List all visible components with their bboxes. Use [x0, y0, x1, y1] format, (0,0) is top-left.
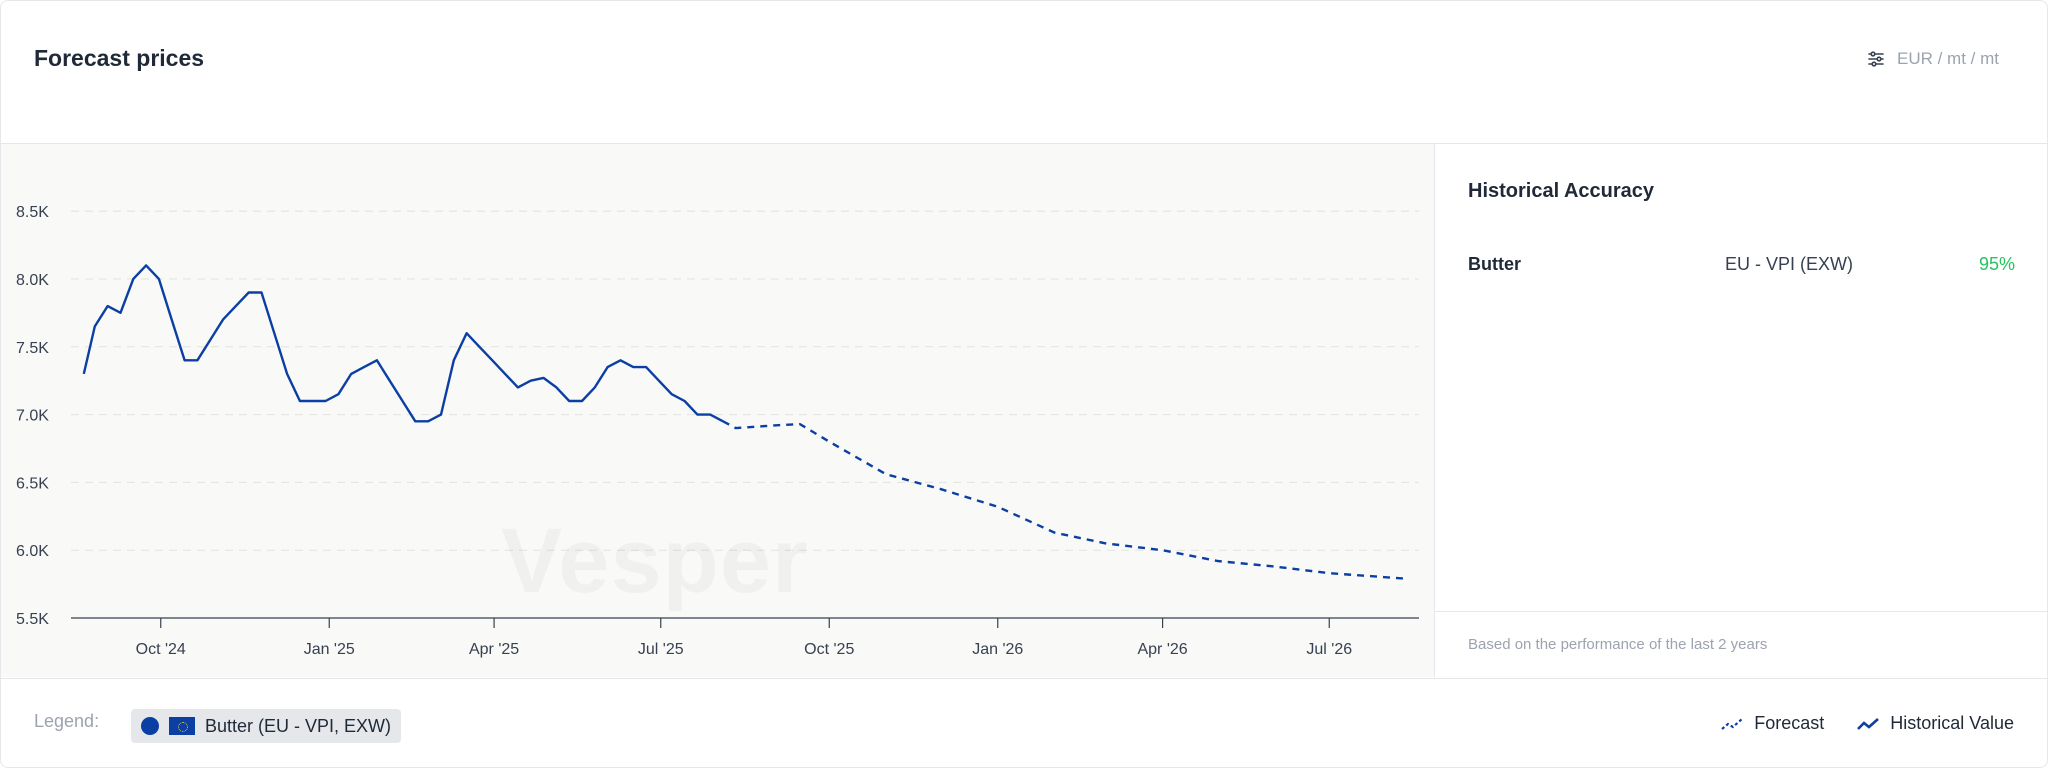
card-header: Forecast prices EUR / mt / mt [1, 1, 2047, 144]
historical-series-line [82, 264, 724, 423]
accuracy-footnote: Based on the performance of the last 2 y… [1468, 636, 1768, 653]
x-tick-label: Apr '25 [469, 641, 519, 658]
units-selector[interactable]: EUR / mt / mt [1867, 49, 1999, 69]
legend-label: Legend: [34, 711, 100, 731]
sliders-icon[interactable] [1867, 50, 1885, 68]
x-tick-label: Apr '26 [1137, 641, 1187, 658]
y-tick-label: 7.0K [16, 408, 49, 425]
x-tick-label: Oct '24 [136, 641, 186, 658]
accuracy-title: Historical Accuracy [1468, 180, 1655, 202]
historical-label: Historical Value [1890, 713, 2014, 733]
dashed-trend-icon [1721, 717, 1743, 730]
legend-item-label[interactable]: Butter (EU - VPI, EXW) [205, 715, 392, 736]
historical-accuracy-panel: Historical Accuracy Butter EU - VPI (EXW… [1435, 144, 2047, 677]
page-title: Forecast prices [34, 45, 205, 71]
series-color-dot [141, 717, 159, 735]
solid-trend-icon [1857, 717, 1880, 730]
legend-item-butter[interactable]: Butter (EU - VPI, EXW) [131, 709, 402, 743]
forecast-label: Forecast [1754, 713, 1825, 733]
eu-flag-icon [169, 717, 195, 735]
x-tick-label: Jan '26 [972, 641, 1023, 658]
accuracy-product: Butter [1468, 254, 1521, 274]
accuracy-region: EU - VPI (EXW) [1725, 254, 1854, 274]
y-tick-label: 8.0K [16, 272, 49, 289]
accuracy-row: Butter EU - VPI (EXW) 95% [1468, 254, 2015, 275]
watermark: Vesper [501, 509, 809, 614]
line-style-keys: Forecast Historical Value [1720, 713, 2014, 734]
y-tick-label: 8.5K [16, 204, 49, 221]
chart-area: Vesper 5.5K 6.0K 6.5K 7.0K 7.5K 8.0K 8.5K Oct '… [1, 144, 1435, 677]
accuracy-value: 95% [1978, 254, 2015, 274]
y-tick-label: 5.5K [16, 611, 49, 628]
forecast-key: Forecast [1720, 713, 1824, 734]
y-tick-label: 6.5K [16, 475, 49, 492]
x-tick-label: Jul '26 [1306, 641, 1352, 658]
legend-bar: Legend: Butter (EU - VPI, EXW) Forecast … [1, 678, 2047, 767]
accuracy-footer: Based on the performance of the last 2 y… [1435, 611, 2047, 677]
x-tick-label: Jul '25 [638, 641, 684, 658]
x-tick-label: Jan '25 [304, 641, 355, 658]
units-label[interactable]: EUR / mt / mt [1897, 49, 1999, 68]
y-tick-label: 7.5K [16, 340, 49, 357]
historical-key: Historical Value [1856, 713, 2014, 734]
price-line-chart: 5.5K 6.0K 6.5K 7.0K 7.5K 8.0K 8.5K Oct '24 Jan '… [16, 204, 1419, 658]
forecast-series-line [722, 420, 1407, 580]
y-tick-label: 6.0K [16, 543, 49, 560]
x-tick-label: Oct '25 [804, 641, 854, 658]
